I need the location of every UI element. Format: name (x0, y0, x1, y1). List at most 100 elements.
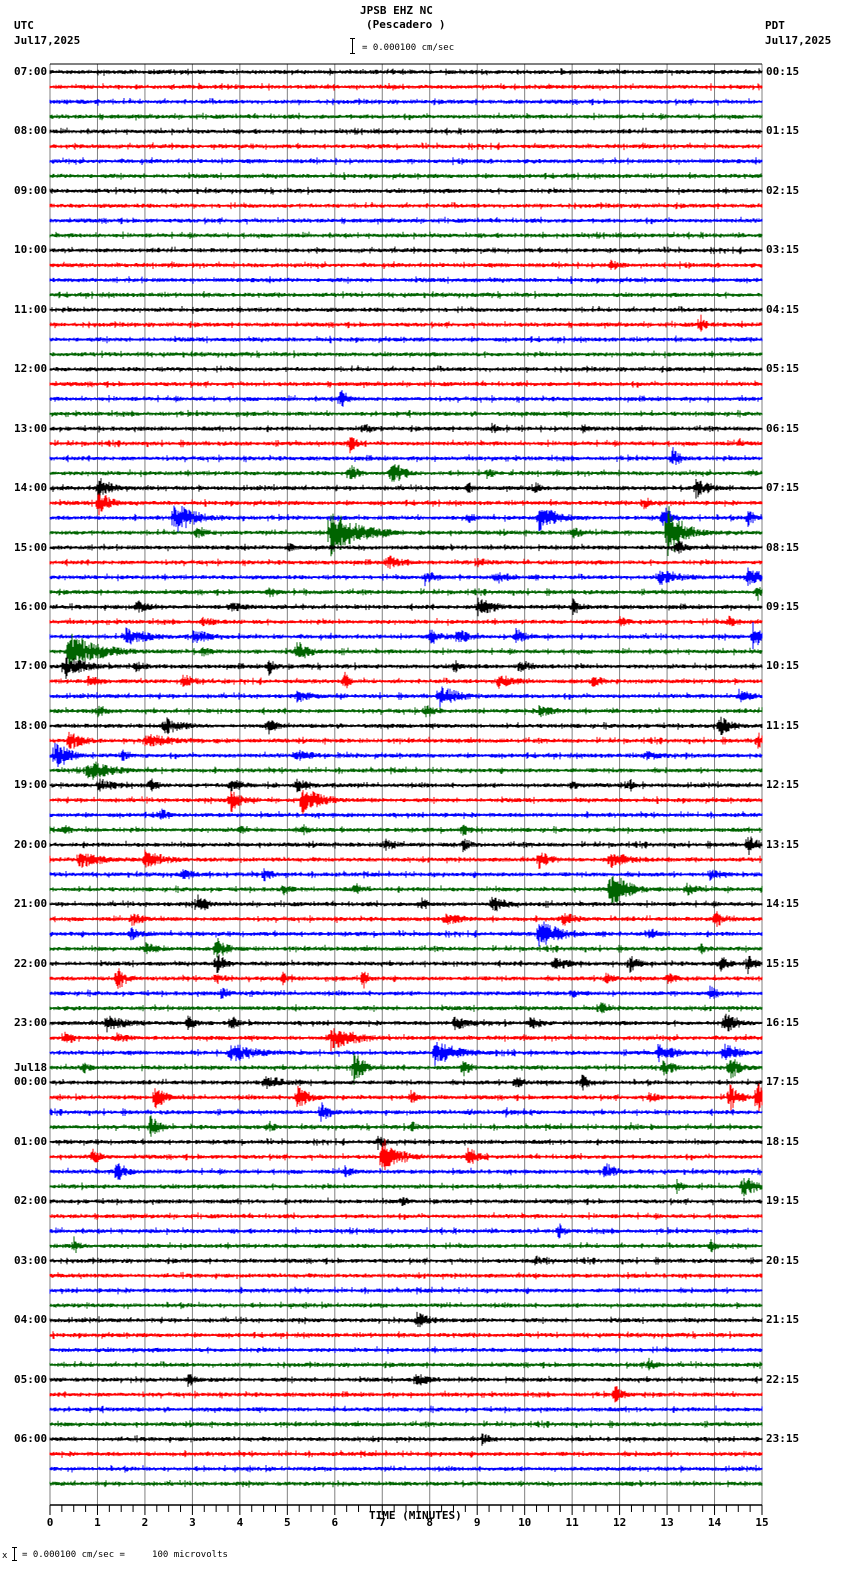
time-axis (49, 1504, 763, 1515)
utc-hour-label: 05:00 (14, 1372, 48, 1386)
utc-hour-label: 12:00 (14, 362, 48, 376)
x-tick-label: 13 (660, 1516, 674, 1529)
pdt-time-label: 15:15 (766, 956, 800, 970)
x-tick-label: 1 (94, 1516, 101, 1529)
pdt-time-label: 14:15 (766, 897, 800, 911)
left-date: Jul17,2025 (14, 34, 81, 47)
pdt-time-label: 06:15 (766, 421, 800, 435)
footer-scale-label: = 0.000100 cm/sec = 100 microvolts (22, 1550, 228, 1560)
trace-row (49, 1139, 763, 1170)
trace-row (49, 656, 763, 679)
utc-hour-label: 04:00 (14, 1313, 48, 1327)
trace-row (49, 1053, 763, 1085)
pdt-time-label: 10:15 (766, 659, 800, 673)
x-tick-label: 11 (565, 1516, 579, 1529)
utc-hour-label: 18:00 (14, 718, 48, 732)
x-tick-label: 6 (331, 1516, 339, 1529)
x-tick-label: 10 (518, 1516, 532, 1529)
utc-hour-label: 20:00 (14, 837, 48, 851)
utc-hour-label: 17:00 (14, 659, 48, 673)
x-tick-label: 3 (189, 1516, 196, 1529)
pdt-time-label: 18:15 (766, 1134, 800, 1148)
x-tick-label: 8 (426, 1516, 434, 1529)
left-timezone: UTC (14, 19, 34, 32)
trace-row (49, 894, 763, 912)
pdt-time-label: 19:15 (766, 1194, 800, 1208)
trace-row (49, 314, 763, 332)
pdt-time-label: 07:15 (766, 481, 800, 495)
trace-row (49, 1374, 763, 1387)
trace-row (49, 1135, 763, 1150)
pdt-time-label: 05:15 (766, 362, 800, 376)
pdt-time-label: 20:15 (766, 1253, 800, 1267)
utc-hour-label: 03:00 (14, 1253, 48, 1267)
x-tick-label: 7 (378, 1516, 386, 1529)
trace-row (49, 622, 763, 650)
utc-hour-label: 22:00 (14, 956, 48, 970)
trace-row (49, 505, 763, 533)
utc-hour-label: 01:00 (14, 1134, 48, 1148)
pdt-time-label: 17:15 (766, 1075, 800, 1089)
trace-row (49, 1042, 763, 1066)
utc-hour-label: 09:00 (14, 183, 48, 197)
utc-hour-label: 08:00 (14, 124, 48, 138)
utc-hour-label: 07:00 (14, 65, 48, 78)
seismic-traces (49, 68, 763, 1488)
pdt-time-label: 23:15 (766, 1432, 800, 1446)
station-location: (Pescadero ) (366, 18, 446, 31)
utc-hour-label: 00:00 (14, 1075, 48, 1089)
x-axis-title: TIME (MINUTES) (369, 1509, 462, 1522)
utc-hour-label: 13:00 (14, 421, 48, 435)
scale-label: = 0.000100 cm/sec (362, 43, 455, 53)
x-tick-label: 0 (46, 1516, 54, 1529)
utc-hour-label: 14:00 (14, 481, 48, 495)
x-tick-label: 14 (707, 1516, 722, 1529)
utc-hour-label: 16:00 (14, 599, 48, 613)
x-tick-label: 4 (236, 1516, 244, 1529)
trace-row (49, 671, 763, 689)
pdt-time-label: 08:15 (766, 540, 800, 554)
utc-hour-label: 23:00 (14, 1016, 48, 1030)
trace-row (49, 1236, 763, 1253)
utc-hour-label: 10:00 (14, 243, 48, 257)
x-tick-label: 12 (613, 1516, 627, 1529)
pdt-time-label: 02:15 (766, 183, 800, 197)
pdt-time-label: 21:15 (766, 1313, 800, 1327)
pdt-time-label: 16:15 (766, 1016, 800, 1030)
trace-row (49, 587, 763, 601)
trace-row (49, 447, 763, 465)
pdt-time-label: 03:15 (766, 243, 800, 257)
pdt-time-label: 00:15 (766, 65, 800, 78)
pdt-time-label: 01:15 (766, 124, 800, 138)
utc-hour-label: 19:00 (14, 778, 48, 792)
pdt-time-label: 11:15 (766, 718, 800, 732)
trace-row (49, 985, 763, 999)
trace-row (49, 808, 763, 820)
trace-row (49, 1028, 763, 1052)
trace-row (49, 938, 763, 958)
x-tick-label: 9 (473, 1516, 481, 1529)
utc-hour-label: 21:00 (14, 897, 48, 911)
station-title: JPSB EHZ NC (360, 4, 433, 17)
footer-scale-prefix: x (2, 1551, 8, 1561)
right-timezone: PDT (765, 19, 785, 32)
pdt-time-label: 12:15 (766, 778, 800, 792)
utc-hour-label: 15:00 (14, 540, 48, 554)
date-change-label: Jul18 (14, 1061, 48, 1075)
utc-hour-label: 06:00 (14, 1432, 48, 1446)
trace-row (49, 790, 763, 815)
scale-bar-icon (350, 38, 355, 54)
pdt-time-label: 13:15 (766, 837, 800, 851)
utc-hour-label: 02:00 (14, 1194, 48, 1208)
trace-row (49, 493, 763, 516)
x-tick-label: 2 (141, 1516, 149, 1529)
right-date: Jul17,2025 (765, 34, 832, 47)
trace-row (49, 1115, 763, 1137)
x-tick-label: 5 (284, 1516, 291, 1529)
pdt-time-label: 04:15 (766, 302, 800, 316)
utc-hour-label: 11:00 (14, 302, 48, 316)
pdt-time-label: 22:15 (766, 1372, 800, 1386)
pdt-time-label: 09:15 (766, 599, 800, 613)
footer-scale-bar-icon (12, 1546, 17, 1561)
